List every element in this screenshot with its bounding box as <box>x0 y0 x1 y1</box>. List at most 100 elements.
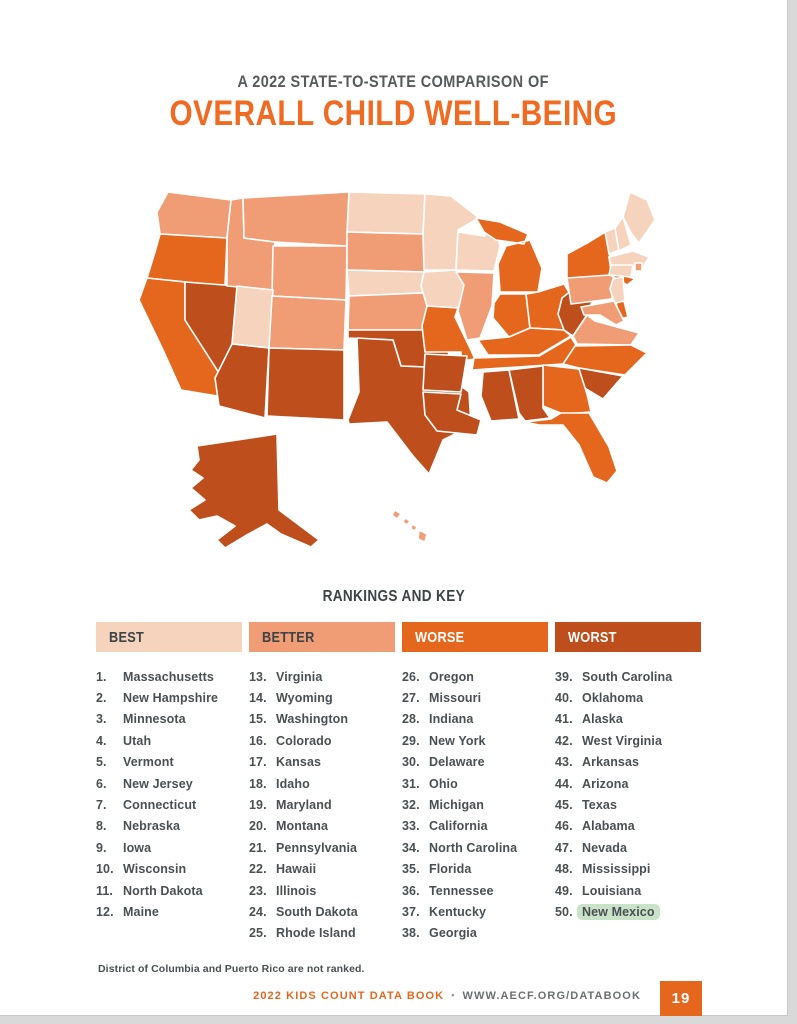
ranking-state-name: Kansas <box>276 755 322 770</box>
state-arkansas <box>422 353 468 393</box>
page-number-badge: 19 <box>660 981 702 1016</box>
ranking-item: 31. Ohio <box>402 773 548 794</box>
state-mississippi <box>480 369 520 422</box>
ranking-number: 6. <box>96 776 107 791</box>
ranking-number: 22. <box>249 862 267 877</box>
state-alaska <box>188 433 320 549</box>
ranking-number: 44. <box>555 776 573 791</box>
ranking-item: 46. Alabama <box>555 816 701 837</box>
ranking-item: 28. Indiana <box>402 709 548 730</box>
ranking-number: 16. <box>249 733 267 748</box>
ranking-list-best: 1. Massachusetts 2. New Hampshire 3. Minnesot… <box>96 666 242 923</box>
ranking-state-name: Virginia <box>276 669 323 684</box>
ranking-number: 43. <box>555 755 573 770</box>
key-header-label: WORST <box>568 628 617 646</box>
ranking-item: 41. Alaska <box>555 709 701 730</box>
footer-line: 2022 KIDS COUNT DATA BOOK • WWW.AECF.ORG/D… <box>253 990 641 1002</box>
state-wyoming <box>271 245 348 301</box>
ranking-number: 5. <box>96 755 107 770</box>
ranking-number: 34. <box>402 840 420 855</box>
ranking-number: 32. <box>402 798 420 813</box>
ranking-number: 41. <box>555 712 573 727</box>
ranking-item: 34. North Carolina <box>402 837 548 858</box>
ranking-number: 38. <box>402 926 420 941</box>
ranking-item: 37. Kentucky <box>402 901 548 922</box>
page-subtitle-text: A 2022 STATE-TO-STATE COMPARISON OF <box>237 72 550 91</box>
ranking-item: 12. Maine <box>96 901 242 922</box>
ranking-state-name: Wyoming <box>276 691 333 706</box>
ranking-state-name: Alabama <box>582 819 635 834</box>
ranking-state-name: Oregon <box>429 669 475 684</box>
page-title-text: OVERALL CHILD WELL-BEING <box>169 94 618 133</box>
ranking-number: 46. <box>555 819 573 834</box>
us-map-svg <box>138 191 656 549</box>
ranking-number: 1. <box>96 669 107 684</box>
footnote: District of Columbia and Puerto Rico are… <box>98 963 365 975</box>
ranking-number: 8. <box>96 819 107 834</box>
ranking-state-name: Colorado <box>276 733 332 748</box>
ranking-list-better: 13. Virginia 14. Wyoming 15. Washington 16. Col… <box>249 666 395 944</box>
ranking-state-name: Maryland <box>276 798 332 813</box>
ranking-item: 23. Illinois <box>249 880 395 901</box>
ranking-item: 7. Connecticut <box>96 794 242 815</box>
state-washington <box>156 191 232 239</box>
ranking-state-name: Massachusetts <box>123 669 214 684</box>
ranking-item: 2. New Hampshire <box>96 687 242 708</box>
key-header-best: BEST <box>96 622 242 652</box>
ranking-item: 14. Wyoming <box>249 687 395 708</box>
ranking-state-name: New Hampshire <box>123 691 219 706</box>
key-header-worst: WORST <box>555 622 701 652</box>
us-choropleth-map <box>133 168 698 566</box>
ranking-item: 47. Nevada <box>555 837 701 858</box>
ranking-state-name: Maine <box>123 904 159 919</box>
ranking-number: 31. <box>402 776 420 791</box>
ranking-state-name: Oklahoma <box>582 691 644 706</box>
rankings-section-title: RANKINGS AND KEY <box>0 588 787 606</box>
ranking-item: 8. Nebraska <box>96 816 242 837</box>
state-florida <box>524 412 618 484</box>
state-maine <box>622 191 656 244</box>
ranking-number: 9. <box>96 840 107 855</box>
ranking-item: 29. New York <box>402 730 548 751</box>
ranking-state-name: Washington <box>276 712 349 727</box>
ranking-number: 18. <box>249 776 267 791</box>
ranking-state-name: Indiana <box>429 712 474 727</box>
ranking-number: 30. <box>402 755 420 770</box>
ranking-number: 48. <box>555 862 573 877</box>
ranking-item: 48. Mississippi <box>555 859 701 880</box>
ranking-state-name: Rhode Island <box>276 926 356 941</box>
ranking-state-name: California <box>429 819 488 834</box>
ranking-item: 40. Oklahoma <box>555 687 701 708</box>
ranking-state-name: Connecticut <box>123 798 197 813</box>
ranking-item: 24. South Dakota <box>249 901 395 922</box>
ranking-list-worse: 26. Oregon 27. Missouri 28. Indiana 29. New Yor… <box>402 666 548 944</box>
key-header-label: BEST <box>109 628 145 646</box>
ranking-item: 45. Texas <box>555 794 701 815</box>
ranking-state-name: New Jersey <box>123 776 193 791</box>
key-header-label: WORSE <box>415 628 465 646</box>
page-title: OVERALL CHILD WELL-BEING <box>0 94 787 134</box>
ranking-number: 29. <box>402 733 420 748</box>
state-louisiana <box>422 391 482 436</box>
ranking-state-name: New York <box>429 733 486 748</box>
state-illinois <box>455 271 495 341</box>
rankings-section-title-text: RANKINGS AND KEY <box>322 588 465 605</box>
ranking-number: 11. <box>96 883 113 898</box>
ranking-item: 22. Hawaii <box>249 859 395 880</box>
ranking-state-name: Arkansas <box>582 755 640 770</box>
rankings-grid: BEST 1. Massachusetts 2. New Hampshire 3. Minn… <box>96 622 702 944</box>
ranking-number: 47. <box>555 840 573 855</box>
state-montana <box>242 191 350 247</box>
state-utah <box>231 285 274 349</box>
ranking-item: 9. Iowa <box>96 837 242 858</box>
ranking-number: 14. <box>249 691 267 706</box>
ranking-state-name: South Dakota <box>276 904 358 919</box>
ranking-state-name: Michigan <box>429 798 484 813</box>
ranking-state-name: Vermont <box>123 755 174 770</box>
ranking-state-name: West Virginia <box>582 733 663 748</box>
ranking-state-name: Nevada <box>582 840 628 855</box>
ranking-state-name: Illinois <box>276 883 317 898</box>
ranking-item: 5. Vermont <box>96 752 242 773</box>
ranking-number: 23. <box>249 883 267 898</box>
